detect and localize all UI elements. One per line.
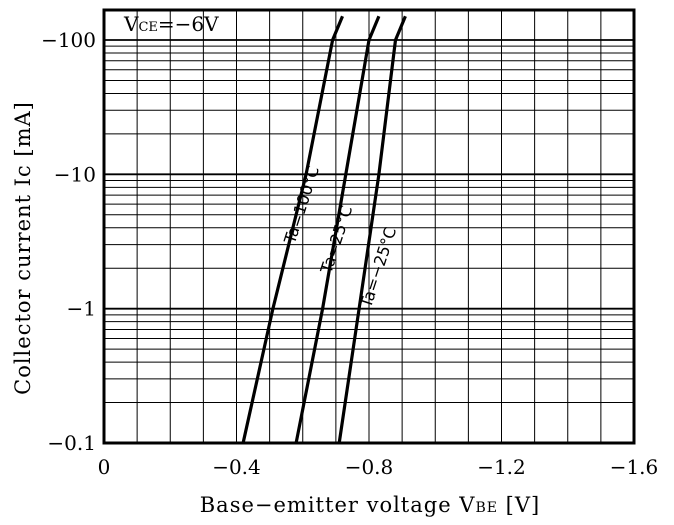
x-axis-title-sub: BE [475,500,498,516]
condition-label: VCE=−6V [123,12,219,36]
x-tick-labels: 0 −0.4 −0.8 −1.2 −1.6 [98,455,659,479]
condition-sub: CE [138,20,157,35]
grid [104,10,634,443]
series-line-0 [241,15,344,444]
series-line-2 [337,15,407,444]
x-tick-label: −0.4 [212,455,261,479]
y-tick-labels: −0.1 −1 −10 −100 [41,28,96,455]
x-axis-title-main: Base−emitter voltage V [200,493,476,517]
condition-main: V [123,12,139,36]
x-tick-label: −0.8 [345,455,394,479]
x-tick-label: −1.2 [477,455,526,479]
series-line-1 [294,15,381,444]
x-tick-label: 0 [98,455,111,479]
series-label-0: Ta=100°C [280,164,323,247]
y-tick-label: −1 [67,297,96,321]
y-tick-label: −100 [41,28,96,52]
x-axis-title-unit: [V] [498,493,540,517]
curve-labels: Ta=100°CTa=25°C Ta=−25°C [280,164,400,311]
plot-frame [102,8,636,445]
condition-value: =−6V [158,12,219,36]
y-tick-label: −0.1 [47,431,96,455]
x-axis-title: Base−emitter voltage VBE [V] [200,493,540,517]
curves [241,15,407,444]
y-tick-label: −10 [54,162,96,186]
x-tick-label: −1.6 [610,455,659,479]
y-axis-title: Collector current Ic [mA] [11,101,35,395]
